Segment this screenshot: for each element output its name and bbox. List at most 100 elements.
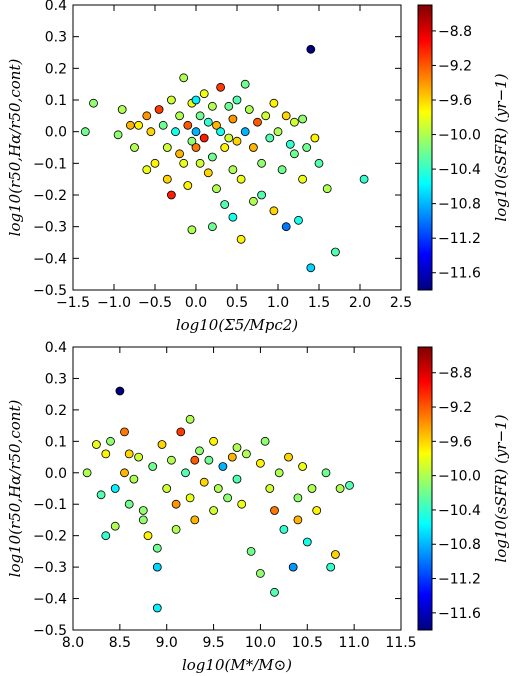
colorbar: [417, 4, 433, 291]
data-point: [284, 452, 293, 462]
data-point: [152, 603, 162, 613]
data-point: [195, 158, 205, 168]
data-point: [232, 474, 242, 484]
data-point: [223, 493, 233, 503]
data-point: [166, 455, 176, 465]
x-tick-label: 11.0: [339, 635, 370, 651]
data-point: [134, 452, 144, 462]
plot-frame: [72, 346, 402, 631]
data-point: [152, 562, 162, 572]
data-point: [190, 455, 200, 465]
colorbar-tick-label: −11.6: [438, 606, 481, 622]
data-point: [257, 190, 267, 200]
data-point: [224, 133, 234, 143]
data-point: [255, 569, 265, 578]
data-point: [330, 550, 340, 559]
data-point: [294, 215, 303, 225]
data-point: [134, 120, 144, 130]
data-point: [253, 117, 262, 127]
data-point: [277, 165, 287, 175]
colorbar-tick-label: −10.0: [438, 128, 481, 144]
data-point: [179, 73, 189, 83]
data-point: [176, 427, 186, 437]
data-point: [261, 111, 271, 121]
y-tick-label: −0.1: [33, 497, 67, 513]
y-tick-label: 0.0: [45, 466, 67, 482]
data-point: [224, 101, 234, 111]
data-point: [213, 484, 223, 493]
data-point: [228, 165, 238, 175]
data-point: [248, 143, 258, 152]
data-point: [154, 105, 164, 114]
data-point: [195, 111, 205, 121]
data-point: [143, 531, 153, 541]
data-point: [183, 120, 193, 130]
data-point: [130, 143, 139, 152]
x-tick-label: 2.0: [349, 295, 371, 311]
data-point: [185, 493, 195, 503]
colorbar-tick-label: −10.8: [438, 537, 481, 553]
y-tick-label: −0.4: [33, 592, 67, 608]
x-tick-label: 11.5: [385, 635, 416, 651]
data-point: [220, 143, 230, 152]
data-point: [314, 158, 324, 168]
data-point: [209, 506, 219, 515]
data-point: [175, 149, 185, 159]
data-point: [199, 133, 209, 143]
data-point: [248, 196, 258, 206]
data-point: [216, 82, 226, 92]
data-point: [293, 493, 303, 503]
data-point: [92, 440, 101, 449]
x-tick-label: 2.5: [390, 295, 412, 311]
y-tick-label: 0.1: [45, 434, 67, 450]
data-point: [124, 499, 134, 509]
y-tick-label: −0.5: [33, 623, 67, 639]
data-point: [185, 414, 195, 424]
data-point: [227, 452, 237, 462]
colorbar-tick-label: −9.2: [438, 58, 472, 74]
data-point: [335, 484, 345, 493]
y-tick-label: 0.4: [45, 340, 67, 356]
y-tick-label: −0.2: [33, 188, 67, 204]
data-point: [265, 133, 275, 143]
data-point: [288, 562, 298, 572]
x-axis-label: log10(M*/M⊙): [182, 656, 292, 674]
x-tick-label: −1.5: [56, 295, 90, 311]
data-point: [216, 127, 226, 137]
y-tick-label: −0.4: [33, 251, 67, 267]
data-point: [120, 427, 129, 437]
data-point: [270, 587, 279, 597]
data-point: [171, 525, 181, 534]
data-point: [191, 143, 201, 152]
x-tick-label: 9.5: [202, 635, 224, 651]
top-panel: −1.5 −1.0 −0.5 0.0 0.5 1.0 1.5 2.0 2.5 0.4 0.3 0.2 0…: [6, 0, 510, 334]
data-point: [241, 449, 251, 459]
data-point: [195, 446, 204, 456]
plot-frame: [72, 4, 402, 291]
x-tick-label: −1.0: [97, 295, 131, 311]
data-point: [124, 449, 134, 459]
x-tick-label: 0.0: [185, 295, 207, 311]
data-point: [269, 206, 279, 216]
data-point: [270, 506, 279, 515]
data-point: [281, 222, 291, 232]
bottom-panel: 8.0 8.5 9.0 9.5 10.0 10.5 11.0 11.5 0.4 0.3 0.2 0.1…: [6, 340, 510, 674]
data-point: [181, 468, 190, 478]
y-tick-label: 0.4: [45, 0, 67, 14]
data-point: [244, 105, 254, 114]
data-point: [285, 139, 295, 149]
colorbar-tick-label: −9.6: [438, 434, 472, 450]
x-tick-label: 0.5: [226, 295, 248, 311]
scatter-points: [80, 44, 369, 273]
data-point: [183, 181, 193, 190]
data-point: [171, 127, 180, 137]
data-point: [101, 531, 111, 541]
data-point: [237, 499, 247, 509]
data-point: [228, 114, 238, 124]
data-point: [199, 477, 209, 487]
data-point: [326, 562, 336, 572]
data-point: [273, 127, 283, 137]
x-axis-label: log10(Σ5/Mpc2): [176, 316, 298, 334]
y-tick-label: 0.3: [45, 30, 67, 46]
x-tick-label: 8.0: [62, 635, 84, 651]
